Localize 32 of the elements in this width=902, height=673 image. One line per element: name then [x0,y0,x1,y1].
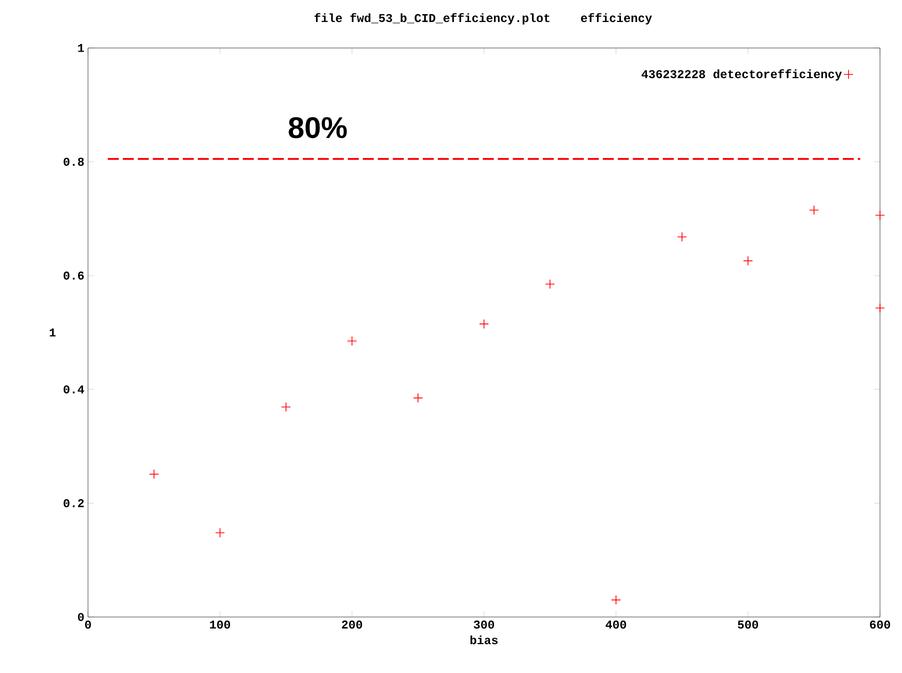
point [149,469,159,480]
chart-subtitle: efficiency [581,13,652,24]
point [677,232,687,242]
y-tick-label: 1 [78,44,84,52]
chart-title: file fwd_53_b_CID_efficiency.plot [314,13,550,24]
y-tick-label: 0.8 [64,158,84,166]
point [875,303,885,313]
point [809,205,819,216]
y-tick-label: 0.4 [64,385,84,394]
point [611,595,621,605]
x-tick-label: 400 [606,620,626,629]
x-axis-title: bias [470,636,498,644]
point [743,256,753,266]
point [281,402,291,412]
x-tick-label: 600 [870,620,890,629]
x-tick-label: 200 [342,620,362,629]
x-tick-label: 0 [85,620,91,629]
point [413,393,423,403]
point [215,528,225,538]
y-axis-title: 1 [50,328,56,336]
point [875,210,885,220]
point [347,336,357,346]
y-tick-label: 0.2 [64,499,84,508]
y-tick-label: 0 [78,612,84,622]
annotation: 80% [288,117,347,138]
point [545,279,555,290]
x-tick-label: 100 [210,620,230,629]
legend-label: 436232228 detectorefficiency [642,69,842,81]
x-tick-label: 300 [474,620,494,629]
x-tick-label: 500 [738,620,758,629]
y-tick-label: 0.6 [64,272,84,280]
point [479,319,489,329]
